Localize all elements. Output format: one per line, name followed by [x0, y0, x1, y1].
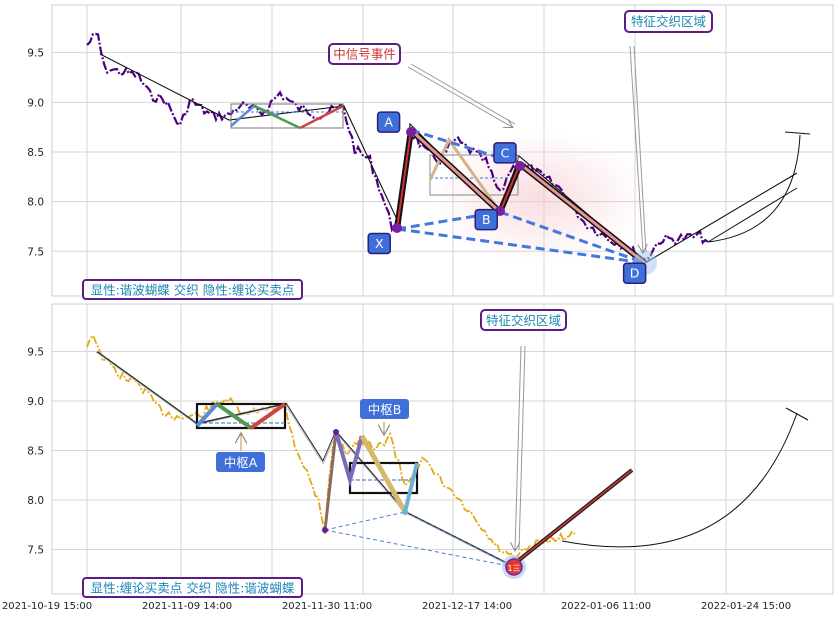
feature-zone-box-bottom — [480, 309, 567, 331]
signal-arrow — [407, 66, 512, 127]
point-dot — [515, 161, 525, 171]
bottom-projection-curve — [561, 412, 798, 548]
leg-ab-inner — [409, 128, 502, 214]
point-label-d: D — [622, 262, 647, 284]
top-panel: 7.5 8.0 8.5 9.0 9.5 — [27, 4, 834, 300]
bottom-caption-box — [82, 577, 303, 598]
dash-ac — [410, 128, 521, 166]
buy-point-marker — [505, 558, 523, 576]
top-caption-box — [82, 279, 303, 300]
signal-event-label: 中信号事件 — [333, 47, 396, 62]
y-tick-label: 9.0 — [27, 396, 44, 408]
x-tick-label: 2022-01-06 11:00 — [561, 601, 651, 612]
point-label-box — [367, 232, 391, 255]
center-b-stroke-brown — [323, 431, 338, 531]
x-tick-label: 2021-11-30 11:00 — [282, 601, 372, 612]
point-label-text: B — [482, 212, 491, 227]
x-tick-label: 2021-11-09 14:00 — [142, 601, 232, 612]
signal-arrow-shadow — [410, 63, 516, 125]
feature-arrow-bottom-shadow — [518, 345, 526, 551]
bottom-point-dot — [402, 509, 408, 515]
point-label-box — [493, 142, 517, 164]
dash-bd — [499, 210, 646, 265]
rising-stroke-inner — [518, 469, 633, 561]
center-b-label-box — [360, 399, 409, 419]
bottom-projection-tick — [785, 407, 809, 421]
point-label-text: C — [501, 145, 510, 160]
center-b-stroke-cyan — [403, 462, 419, 513]
center-a-label: 中枢A — [224, 455, 258, 470]
top-center-stroke-green — [253, 104, 301, 130]
x-tick-label: 2021-10-19 15:00 — [2, 601, 92, 612]
signal-event-box — [328, 43, 401, 65]
point-label-box — [622, 262, 647, 284]
feature-arrow-shadow — [633, 45, 647, 253]
point-dot — [406, 127, 416, 137]
leg-bc-inner — [499, 163, 521, 213]
leg-xa-inner — [396, 129, 412, 230]
x-tick-label: 2021-12-17 14:00 — [422, 601, 512, 612]
feature-arrow — [629, 45, 643, 252]
x-tick-label: 2022-01-24 15:00 — [701, 601, 791, 612]
bottom-price-line — [86, 333, 576, 561]
top-caption: 显性:谐波蝴蝶 交织 隐性:缠论买卖点 — [91, 283, 295, 298]
center-b-stroke-purple — [334, 431, 364, 488]
top-y-tick-labels: 7.5 8.0 8.5 9.0 9.5 — [27, 48, 44, 259]
point-label-x: X — [367, 232, 391, 255]
top-center-stroke-red — [299, 104, 344, 130]
bottom-grid — [52, 304, 833, 594]
point-label-b: B — [474, 208, 498, 231]
buy-point-label: 1三 — [507, 564, 520, 573]
top-harmonic-tan-stroke — [428, 137, 502, 213]
feature-zone-label-bottom: 特征交织区域 — [486, 313, 561, 328]
y-tick-label: 9.5 — [27, 347, 44, 359]
bottom-point-dot — [333, 429, 339, 435]
center-a-label-box — [216, 452, 265, 472]
center-a-stroke-green — [215, 402, 253, 430]
y-tick-label: 8.5 — [27, 445, 44, 457]
feature-zone-label-top: 特征交织区域 — [631, 14, 706, 29]
point-label-a: A — [376, 111, 401, 133]
y-tick-label: 8.5 — [27, 147, 44, 159]
x-tick-labels: 2021-10-19 15:00 2021-11-09 14:00 2021-11-… — [2, 601, 791, 612]
point-label-box — [474, 208, 498, 231]
top-projection-tick — [784, 131, 811, 135]
y-tick-label: 8.0 — [27, 495, 44, 507]
bottom-caption: 显性:缠论买卖点 交织 隐性:谐波蝴蝶 — [91, 581, 295, 596]
point-label-text: A — [384, 115, 393, 130]
y-tick-label: 7.5 — [27, 544, 44, 556]
harmonic-point-labels: X A B C D — [367, 111, 647, 284]
bottom-panel: 7.5 8.0 8.5 9.0 9.5 2021-10-19 15:00 2021-11-… — [2, 303, 834, 612]
y-tick-label: 7.5 — [27, 246, 44, 258]
bottom-y-tick-labels: 7.5 8.0 8.5 9.0 9.5 — [27, 347, 44, 557]
harmonic-dash-bd — [404, 511, 515, 568]
bottom-point-dot — [322, 527, 328, 533]
center-b-stroke-tan — [359, 434, 408, 514]
top-center-box — [230, 103, 344, 129]
feature-zone-box-top — [624, 10, 713, 33]
point-label-text: D — [630, 266, 640, 281]
point-dot — [392, 223, 402, 233]
y-tick-label: 9.5 — [27, 48, 44, 60]
point-label-box — [376, 111, 401, 133]
leg-cd-inner — [519, 162, 646, 265]
point-label-text: X — [375, 236, 384, 251]
point-label-c: C — [493, 142, 517, 164]
center-a-stroke-blue — [195, 402, 219, 428]
y-tick-label: 8.0 — [27, 197, 44, 209]
center-b-label: 中枢B — [368, 402, 402, 417]
bottom-plot-area — [51, 303, 834, 595]
top-projection-line — [707, 187, 798, 243]
center-a-stroke-red — [249, 402, 287, 430]
feature-arrow-bottom — [515, 345, 522, 550]
center-a-box — [195, 402, 287, 430]
top-projection-curve — [707, 134, 801, 243]
y-tick-label: 9.0 — [27, 97, 44, 109]
